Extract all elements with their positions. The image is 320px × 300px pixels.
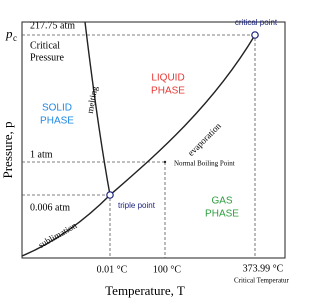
evaporation-label: evaporation (186, 120, 223, 157)
melting-curve (84, 21, 111, 196)
solid-phase-label: PHASE (40, 116, 74, 127)
sublimation-curve (21, 194, 111, 257)
sublimation-label: sublimation (37, 220, 79, 250)
evaporation-curve (109, 34, 256, 196)
boiling-point-label: Normal Boiling Point (174, 160, 235, 168)
triple-point-marker (106, 191, 114, 199)
gas-phase-label: GAS (211, 196, 232, 207)
critical-temperature-name: Critical Temperature (234, 277, 289, 285)
gas-phase-label: PHASE (205, 209, 239, 220)
critical-point-label: critical point (235, 18, 278, 27)
boiling-point-marker (163, 160, 167, 164)
critical-pressure-name: Pressure (30, 52, 64, 63)
critical-pressure-name: Critical (30, 40, 60, 51)
critical-pressure-value: 217.75 atm (30, 20, 75, 31)
plot-frame (21, 21, 286, 259)
triple-point-label: triple point (118, 201, 156, 210)
liquid-phase-label: PHASE (151, 86, 185, 97)
boiling-pressure-value: 1 atm (30, 149, 53, 160)
pc-symbol: p (5, 26, 13, 41)
y-axis-title: Pressure, p (0, 121, 15, 178)
pc-subscript: c (13, 33, 17, 43)
critical-point-marker (251, 31, 259, 39)
triple-pressure-value: 0.006 atm (30, 202, 70, 213)
critical-temperature-value: 373.99 °C (243, 263, 284, 274)
liquid-phase-label: LIQUID (151, 73, 184, 84)
solid-phase-label: SOLID (42, 103, 72, 114)
melting-label: melting (85, 85, 100, 114)
phase-diagram: p c 217.75 atm Critical Pressure 1 atm 0… (0, 18, 289, 298)
triple-temperature-value: 0.01 °C (97, 264, 128, 275)
x-axis-title: Temperature, T (105, 283, 185, 298)
boiling-temperature-value: 100 °C (153, 264, 181, 275)
